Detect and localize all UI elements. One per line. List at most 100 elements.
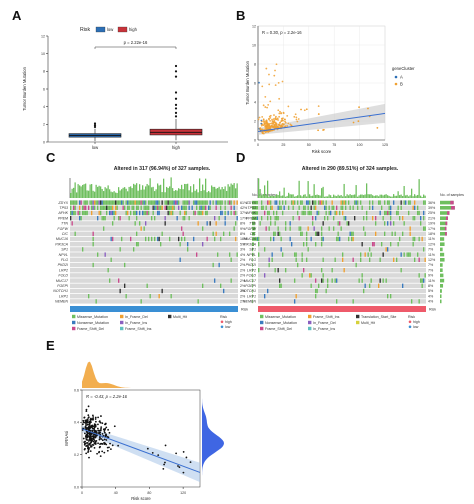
panel-d-mutation-cell bbox=[264, 273, 266, 278]
panel-d-risk-legend-label: high bbox=[413, 320, 420, 324]
panel-a-legend-title: Risk bbox=[80, 27, 90, 33]
panel-c-mutation-cell bbox=[172, 210, 174, 216]
panel-d-mutation-cell bbox=[423, 247, 425, 252]
panel-d-mutation-cell bbox=[288, 205, 290, 210]
panel-c-mutation-cell bbox=[88, 205, 90, 210]
panel-d-mutation-cell bbox=[372, 242, 374, 247]
panel-c-mutation-cell bbox=[110, 200, 112, 205]
panel-b-point bbox=[270, 125, 273, 128]
panel-d-top-bar bbox=[379, 194, 381, 198]
panel-a-ylabel: Tumor Burden Mutation bbox=[22, 66, 27, 111]
panel-c-top-bar bbox=[92, 190, 94, 198]
panel-c-mutation-cell bbox=[181, 236, 183, 242]
panel-c-top-bar bbox=[127, 191, 129, 198]
panel-d-mutation-cell bbox=[259, 221, 261, 226]
panel-d-top-bar bbox=[336, 196, 338, 198]
panel-d-mutation-cell bbox=[267, 288, 269, 294]
panel-e-point bbox=[92, 416, 95, 418]
panel-c-mutation-cell bbox=[100, 200, 102, 205]
panel-d-mutation-cell bbox=[310, 283, 312, 288]
panel-c-risk-legend-label: low bbox=[225, 325, 231, 329]
panel-e-point bbox=[83, 448, 86, 451]
panel-d-mutation-cell bbox=[351, 236, 353, 242]
panel-c-top-bar bbox=[97, 186, 99, 198]
panel-d-mutation-cell bbox=[315, 288, 317, 294]
panel-d-gene-label: LRP2 bbox=[247, 268, 256, 272]
panel-c-top-bar bbox=[167, 188, 169, 198]
panel-c-mutation-cell bbox=[170, 294, 172, 299]
panel-c-row-bg bbox=[70, 210, 238, 216]
panel-c-mutation-cell bbox=[154, 236, 156, 242]
panel-a-boxplot: 0 2 4 6 8 10 12 Tumor Burden Mutation p = 2.22e-… bbox=[22, 34, 228, 150]
panel-e-point bbox=[86, 442, 89, 444]
panel-d-top-bar bbox=[345, 196, 347, 198]
panel-c-percent-label: 8% bbox=[240, 232, 246, 236]
panel-c-top-bar bbox=[137, 190, 139, 198]
panel-e-point bbox=[101, 450, 104, 453]
panel-d-mutation-cell bbox=[306, 231, 308, 236]
panel-e-point bbox=[98, 450, 101, 453]
panel-d-mutation-cell bbox=[342, 257, 344, 262]
panel-d-mutation-cell bbox=[324, 205, 326, 210]
panel-c-mutation-cell bbox=[145, 236, 147, 242]
panel-d-mutation-cell bbox=[321, 242, 323, 247]
panel-c-mutation-cell bbox=[107, 200, 109, 205]
panel-d-mutation-cell bbox=[310, 236, 312, 242]
panel-c-mutation-cell bbox=[188, 200, 190, 205]
panel-d-risk-legend-title: Risk bbox=[408, 315, 415, 319]
panel-c-mutation-cell bbox=[166, 200, 168, 205]
panel-c-top-bar bbox=[103, 191, 105, 198]
panel-c-mutation-cell bbox=[70, 200, 72, 205]
panel-d-mutation-cell bbox=[315, 242, 317, 247]
panel-d-mutation-cell bbox=[282, 200, 284, 205]
panel-d-legend-label: In_Frame_Ins bbox=[313, 327, 335, 331]
panel-b-point bbox=[269, 122, 271, 125]
panel-c-top-bar bbox=[200, 190, 202, 198]
panel-c-mutation-cell bbox=[148, 205, 150, 210]
panel-e-point bbox=[90, 440, 93, 443]
panel-b-point bbox=[273, 114, 275, 116]
panel-c-mutation-cell bbox=[172, 200, 174, 205]
panel-d-mutation-cell bbox=[361, 273, 363, 278]
panel-c-mutation-cell bbox=[197, 299, 199, 304]
panel-a-outlier bbox=[174, 111, 178, 114]
panel-d-top-bar bbox=[391, 196, 393, 198]
panel-c-gene-label: MUC16 bbox=[56, 237, 68, 241]
panel-d-mutation-cell bbox=[393, 257, 395, 262]
panel-c-mutation-cell bbox=[100, 205, 102, 210]
panel-c-mutation-cell bbox=[203, 205, 205, 210]
panel-d-mutation-cell bbox=[325, 200, 327, 205]
panel-c-mutation-cell bbox=[151, 200, 153, 205]
panel-d-mutation-cell bbox=[319, 200, 321, 205]
panel-c-top-bar bbox=[163, 178, 165, 198]
panel-d-mutation-cell bbox=[400, 252, 402, 257]
panel-c-mutation-cell bbox=[97, 216, 99, 221]
panel-d-mutation-cell bbox=[291, 200, 293, 205]
panel-c-mutation-cell bbox=[103, 200, 105, 205]
panel-c-side-bar bbox=[252, 268, 253, 272]
panel-d-mutation-cell bbox=[315, 294, 317, 299]
panel-c-legend-swatch bbox=[72, 320, 76, 325]
panel-c-mutation-cell bbox=[119, 216, 121, 221]
panel-c-mutation-cell bbox=[104, 252, 106, 257]
panel-d-mutation-cell bbox=[382, 252, 384, 257]
panel-c-legend-swatch bbox=[72, 314, 76, 319]
panel-d-mutation-cell bbox=[316, 231, 318, 236]
panel-d-top-bar bbox=[340, 195, 342, 198]
panel-c-legend-swatch bbox=[120, 320, 124, 325]
panel-c-side-bar bbox=[252, 289, 253, 293]
panel-d-top-bar bbox=[285, 196, 287, 198]
panel-c-top-bar bbox=[175, 190, 177, 198]
panel-c-gene-label: PKD2I bbox=[58, 263, 68, 267]
panel-c-row-bg bbox=[70, 299, 238, 304]
panel-d-mutation-cell bbox=[396, 210, 398, 216]
panel-b-scatter: 0 25 50 75 100 125 0 2 4 6 8 10 12 Risk score Tumor Bu… bbox=[245, 24, 415, 154]
panel-c-top-bar bbox=[160, 184, 162, 198]
panel-b-point bbox=[267, 122, 269, 125]
panel-d-mutation-cell bbox=[300, 226, 302, 231]
panel-c-mutation-cell bbox=[127, 205, 129, 210]
panel-d-legend-label: Translation_Start_Site bbox=[361, 315, 396, 319]
panel-c-mutation-cell bbox=[206, 236, 208, 242]
panel-d-mutation-cell bbox=[264, 294, 266, 299]
panel-c-mutation-cell bbox=[161, 205, 163, 210]
